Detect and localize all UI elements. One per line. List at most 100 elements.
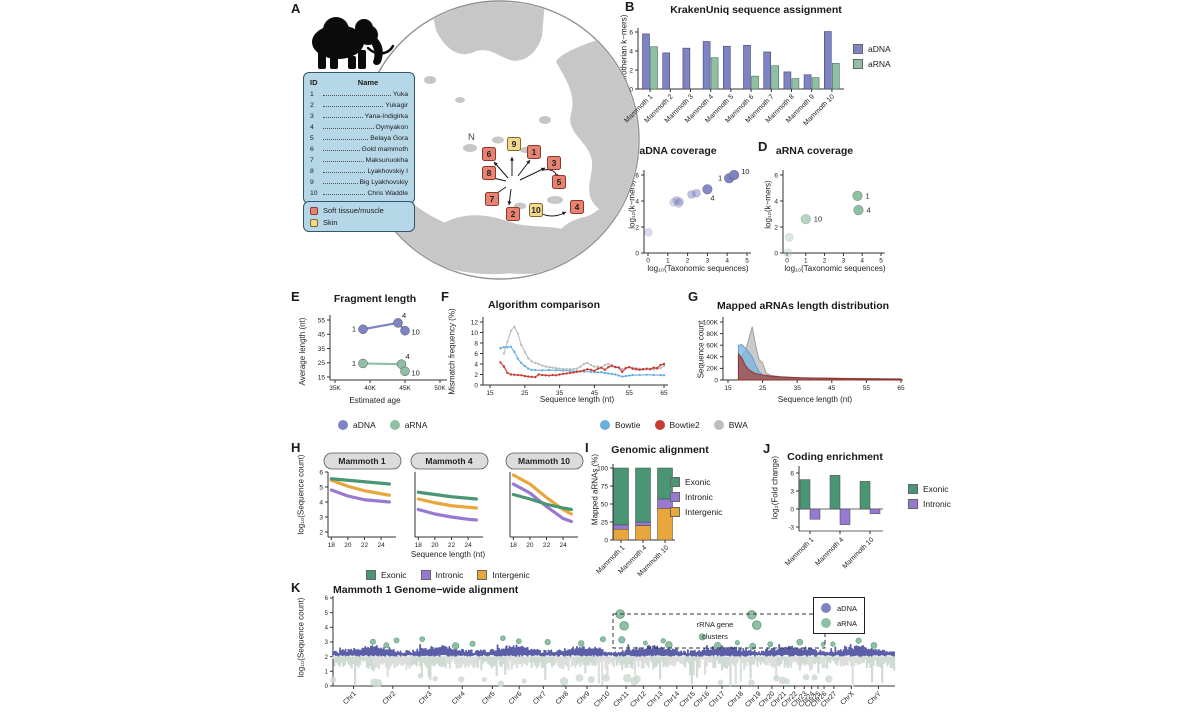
legend-item-bwa: BWA — [713, 420, 748, 430]
legend-b: aDNA aRNA — [853, 44, 891, 69]
svg-text:Chr18: Chr18 — [727, 690, 746, 709]
title-e: Fragment length — [333, 293, 417, 305]
svg-text:2: 2 — [325, 655, 329, 661]
svg-text:45: 45 — [591, 390, 599, 397]
sample-name: Big Lyakhovskiy — [359, 179, 408, 186]
sample-id: 4 — [310, 124, 314, 131]
title-g: Mapped aRNAs length distribution — [716, 300, 890, 312]
svg-text:75: 75 — [601, 483, 609, 490]
svg-text:ChrX: ChrX — [839, 690, 855, 706]
legend-item-exonic: Exonic — [366, 570, 407, 580]
intergenic-swatch — [670, 507, 680, 517]
svg-text:Chr3: Chr3 — [418, 690, 434, 706]
adna-swatch — [853, 44, 863, 54]
leader-dots — [323, 183, 358, 184]
svg-text:2: 2 — [774, 224, 778, 231]
svg-text:-3: -3 — [788, 524, 794, 531]
svg-text:2: 2 — [474, 372, 478, 379]
svg-text:4: 4 — [860, 258, 864, 265]
legend-item-arna: aRNA — [853, 59, 891, 69]
svg-text:6: 6 — [474, 351, 478, 358]
bowtie2-swatch — [654, 420, 665, 430]
bowtie-swatch — [600, 420, 610, 430]
svg-text:3: 3 — [842, 258, 846, 265]
legend-item-intronic: Intronic — [908, 499, 951, 509]
svg-text:5: 5 — [319, 484, 323, 491]
legend-label: aRNA — [868, 59, 891, 69]
legend-label: aRNA — [404, 420, 428, 430]
table-row: 9 Big Lyakhovskiy — [310, 177, 408, 188]
title-b: KrakenUniq sequence assignment — [670, 4, 842, 16]
chart-algorithm-comparison: 0 2 4 6 8 10 12 15 25 35 45 55 65 — [471, 317, 668, 397]
table-row: 10 Chris Waddle — [310, 188, 408, 199]
svg-text:2: 2 — [629, 67, 633, 74]
leader-dots — [323, 161, 364, 162]
table-row: 6 Gold mammoth — [310, 144, 408, 155]
svg-text:25: 25 — [318, 360, 326, 367]
svg-text:4: 4 — [402, 311, 406, 320]
legend-k: aDNA aRNA — [813, 597, 866, 634]
legend-e: aDNA aRNA — [338, 420, 427, 430]
svg-text:2: 2 — [635, 224, 639, 231]
leader-dots — [323, 139, 369, 140]
svg-text:45: 45 — [828, 385, 836, 392]
svg-text:24: 24 — [464, 542, 472, 549]
svg-text:15: 15 — [486, 390, 494, 397]
svg-text:6: 6 — [325, 596, 329, 602]
legend-item-adna: aDNA — [853, 44, 891, 54]
legend-item-adna: aDNA — [821, 603, 857, 613]
svg-text:45: 45 — [318, 332, 326, 339]
svg-text:8: 8 — [474, 340, 478, 347]
panel-letter-g: G — [688, 289, 699, 304]
svg-text:10: 10 — [412, 368, 420, 377]
panel-letter-b: B — [625, 0, 635, 14]
arna-swatch — [389, 420, 400, 430]
svg-text:0: 0 — [785, 258, 789, 265]
legend-label: Intergenic — [492, 570, 530, 580]
svg-text:50K: 50K — [434, 385, 446, 392]
legend-item-intergenic: Intergenic — [477, 570, 530, 580]
svg-text:Mammoth 1: Mammoth 1 — [784, 536, 815, 567]
map-marker-10: 10 — [529, 203, 543, 217]
map-marker-9: 9 — [507, 137, 521, 151]
svg-text:35: 35 — [794, 385, 802, 392]
site-label: Skin — [323, 218, 338, 227]
sample-name: Yana-Indigirka — [364, 113, 408, 120]
svg-text:Chr17: Chr17 — [708, 690, 727, 709]
panel-letter-i: I — [585, 440, 589, 455]
svg-text:Mammoth 4: Mammoth 4 — [425, 456, 473, 466]
svg-text:4: 4 — [710, 193, 714, 202]
table-row: 7 Maksunuokha — [310, 155, 408, 166]
legend-label: Bowtie — [615, 420, 641, 430]
legend-label: Exonic — [923, 484, 949, 494]
svg-text:Chr2: Chr2 — [382, 690, 398, 706]
legend-item-adna: aDNA — [338, 420, 376, 430]
sample-id: 7 — [310, 157, 314, 164]
sample-name: Yuka — [392, 91, 408, 98]
panel-letter-e: E — [291, 289, 300, 304]
xlabel-f: Sequence length (nt) — [539, 395, 615, 404]
svg-text:22: 22 — [448, 542, 456, 549]
site-legend-item: Skin — [310, 218, 408, 227]
legend-item-intergenic: Intergenic — [670, 507, 722, 517]
legend-label: aDNA — [868, 44, 891, 54]
xlabel-c: log₁₀(Taxonomic sequences) — [647, 264, 749, 273]
svg-text:10: 10 — [412, 328, 420, 337]
sample-id: 5 — [310, 135, 314, 142]
xlabel-d: log₁₀(Taxonomic sequences) — [784, 264, 886, 273]
site-legend-item: Soft tissue/muscle — [310, 206, 408, 215]
svg-text:1: 1 — [325, 670, 329, 676]
svg-text:6: 6 — [790, 470, 794, 477]
svg-text:Chr11: Chr11 — [612, 690, 630, 708]
svg-text:1: 1 — [866, 191, 870, 200]
title-i: Genomic alignment — [611, 444, 709, 456]
intergenic-swatch — [477, 570, 488, 580]
svg-text:6: 6 — [319, 469, 323, 476]
arna-swatch — [853, 59, 863, 69]
legend-item-arna: aRNA — [389, 420, 428, 430]
sample-name: Maksunuokha — [365, 157, 408, 164]
site-label: Soft tissue/muscle — [323, 206, 384, 215]
svg-text:6: 6 — [629, 29, 633, 36]
panel-letter-k: K — [291, 580, 301, 595]
svg-text:18: 18 — [328, 542, 336, 549]
